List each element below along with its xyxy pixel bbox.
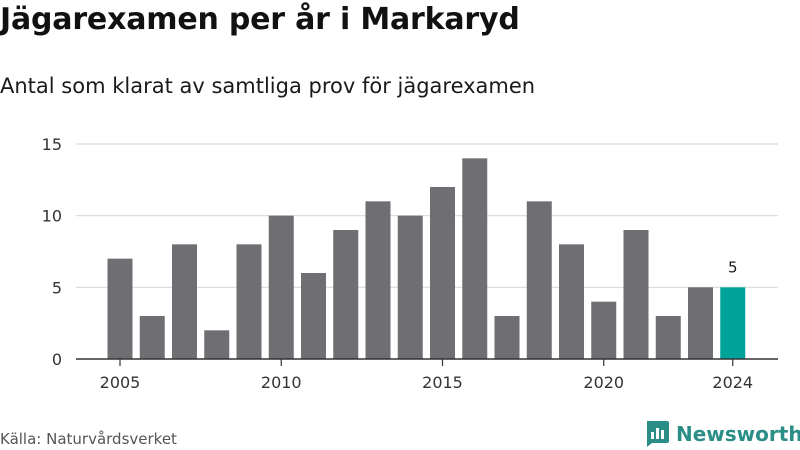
bar (268, 215, 294, 359)
y-tick-label: 5 (52, 278, 62, 297)
x-tick-label: 2010 (261, 373, 302, 392)
bar (301, 273, 326, 359)
bar (365, 201, 391, 359)
chart-subtitle: Antal som klarat av samtliga prov för jä… (0, 74, 536, 98)
chart-title: Jägarexamen per år i Markaryd (0, 2, 520, 37)
bar (591, 301, 617, 359)
bar (236, 244, 262, 359)
y-tick-label: 15 (42, 135, 62, 154)
bar (139, 316, 165, 359)
bar (333, 230, 359, 359)
bar (204, 330, 230, 359)
bar (623, 230, 649, 359)
bar (107, 258, 133, 359)
bar (655, 316, 681, 359)
brand-logo: Newsworthy (644, 419, 800, 449)
newsworthy-logo-icon (647, 421, 669, 447)
x-tick-label: 2005 (100, 373, 141, 392)
x-tick-label: 2015 (422, 373, 463, 392)
x-tick-label: 2024 (712, 373, 753, 392)
source-note: Källa: Naturvårdsverket (0, 430, 177, 448)
bar (397, 215, 423, 359)
data-label: 5 (728, 258, 738, 276)
bar-highlight (720, 287, 746, 359)
y-tick-label: 0 (52, 350, 62, 369)
bar (559, 244, 584, 359)
bar (430, 187, 455, 359)
bar (462, 158, 488, 359)
bar (688, 287, 713, 359)
bar (172, 244, 197, 359)
x-tick-label: 2020 (583, 373, 624, 392)
y-tick-label: 10 (42, 207, 62, 226)
bar (494, 316, 520, 359)
bar-chart: 0 5 10 15 5 2005 2010 2015 2020 2024 (42, 135, 778, 392)
brand-name: Newsworthy (676, 422, 800, 446)
bar (526, 201, 552, 359)
